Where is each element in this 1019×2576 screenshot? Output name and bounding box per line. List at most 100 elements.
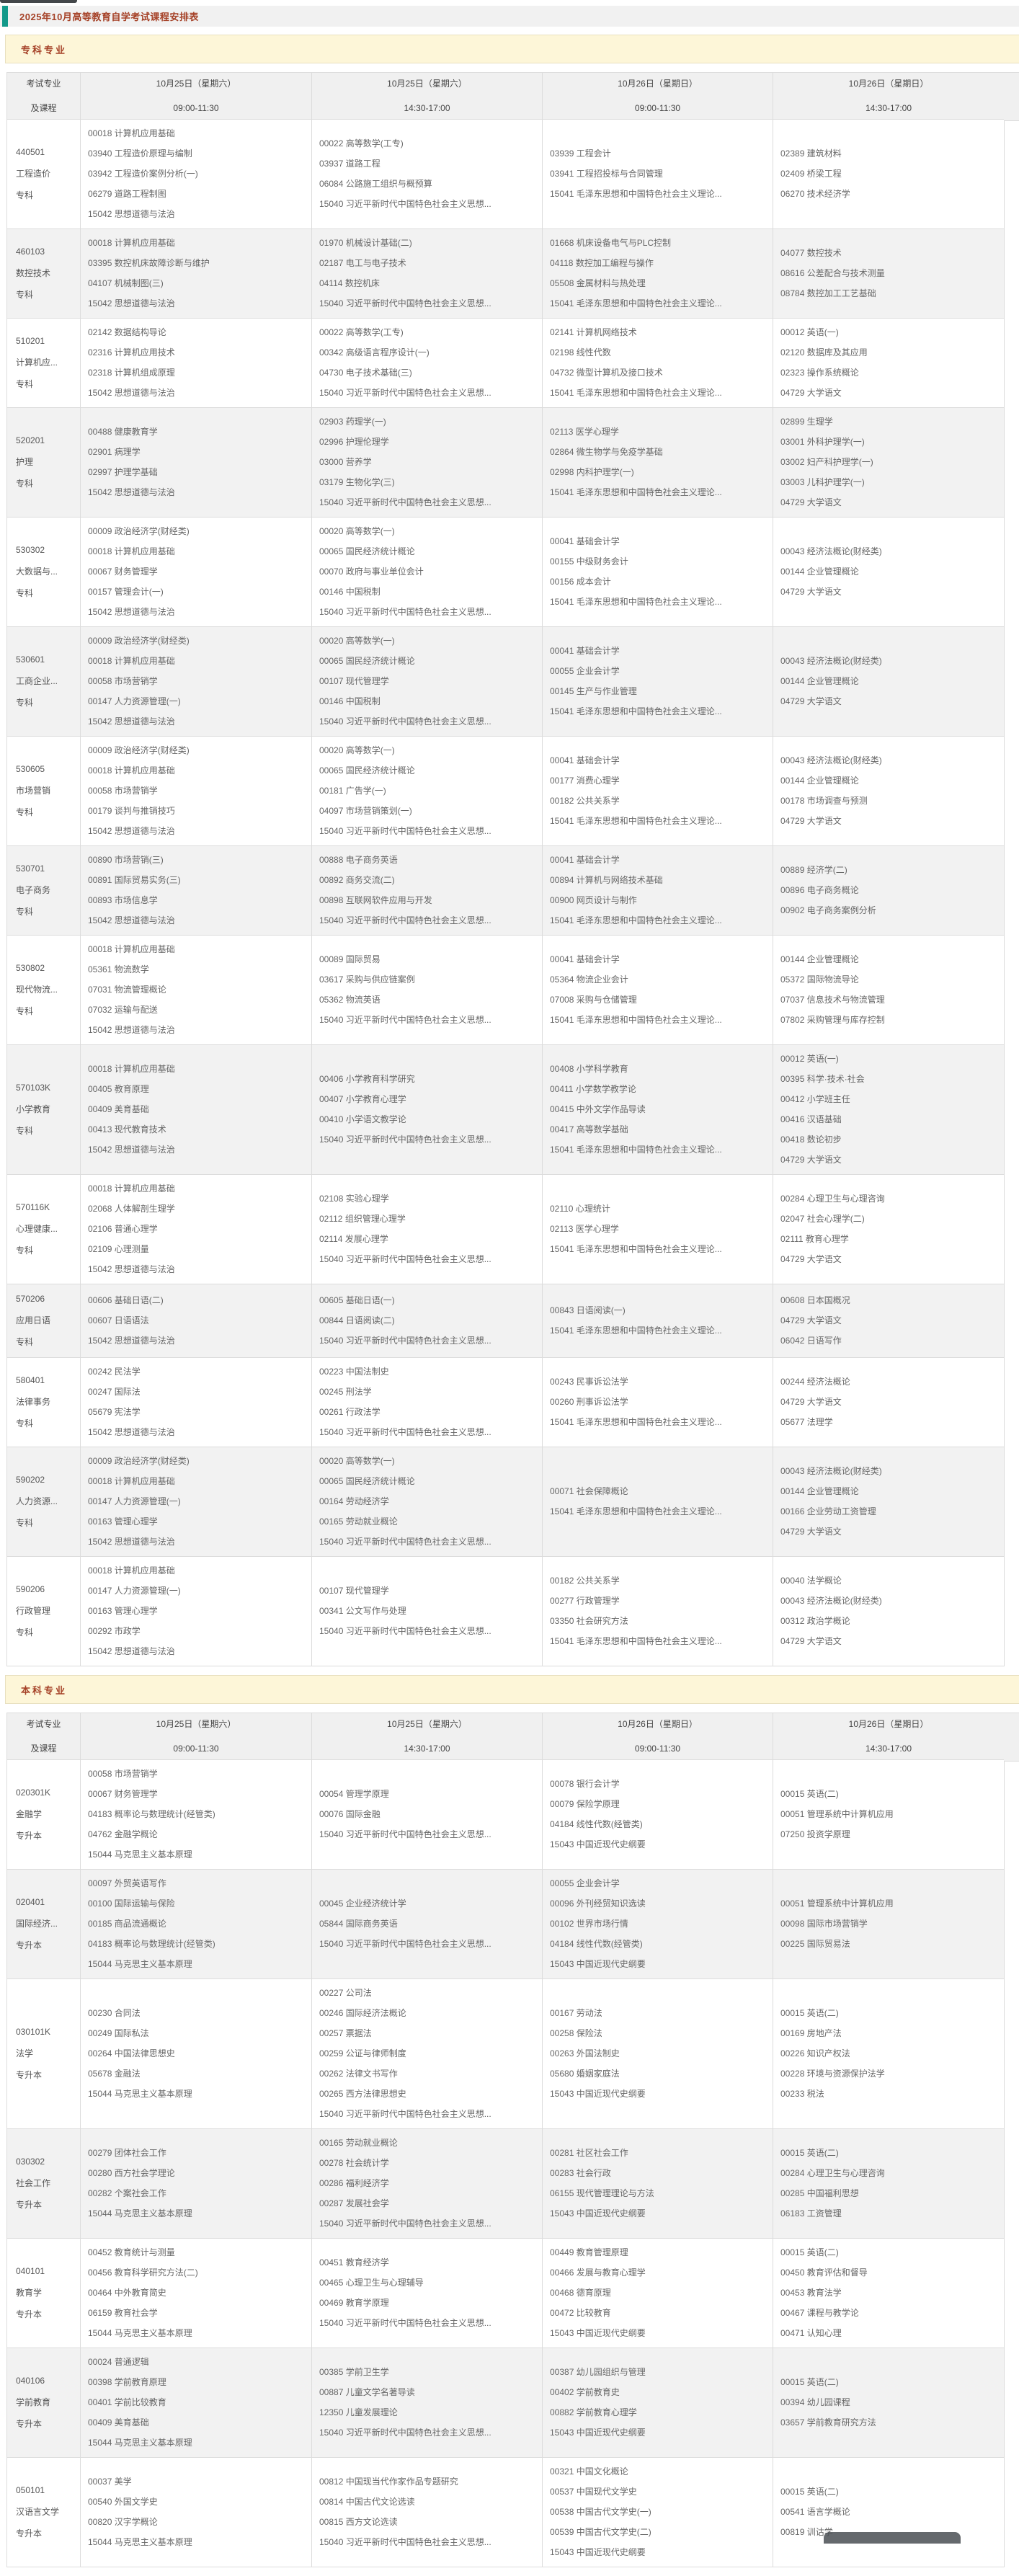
session-cell: 02389 建筑材料 02409 桥梁工程 06270 技术经济学 xyxy=(773,119,1005,229)
course-item: 15042 思想道德与法治 xyxy=(88,1025,175,1035)
header-extension-strip xyxy=(1004,72,1019,121)
back-to-top-widget[interactable] xyxy=(824,2532,961,2544)
course-item: 04732 微型计算机及接口技术 xyxy=(550,368,663,378)
course-item: 00041 基础会计学 xyxy=(550,755,620,765)
course-item: 04762 金融学概论 xyxy=(88,1829,158,1839)
table-row: 530601 工商企业... 专科 00009 政治经济学(财经类) 00018 计算机… xyxy=(6,626,1005,737)
major-level: 专科 xyxy=(16,698,34,708)
course-item: 00018 计算机应用基础 xyxy=(88,1565,175,1576)
course-item: 00009 政治经济学(财经类) xyxy=(88,526,190,536)
major-level: 专科 xyxy=(16,1126,34,1136)
course-item: 00608 日本国概况 xyxy=(780,1295,850,1305)
major-name: 社会工作 xyxy=(16,2178,51,2188)
course-item: 15041 毛泽东思想和中国特色社会主义理论... xyxy=(550,597,722,607)
major-level: 专科 xyxy=(16,807,34,817)
header-cell-session: 10月25日（星期六） 09:00-11:30 xyxy=(80,1713,312,1760)
course-item: 00261 行政法学 xyxy=(319,1407,381,1417)
header-extension-strip xyxy=(1004,1713,1019,1762)
course-item: 04183 概率论与数理统计(经管类) xyxy=(88,1809,215,1819)
table-row: 530701 电子商务 专科 00890 市场营销(三) 00891 国际贸易实务(三)… xyxy=(6,845,1005,936)
header-gap xyxy=(773,93,1004,99)
course-item: 03001 外科护理学(一) xyxy=(780,437,865,447)
major-code: 590206 xyxy=(16,1584,45,1594)
major-cell: 030101K 法学 专升本 xyxy=(6,1978,81,2129)
header-session-date: 10月26日（星期日） xyxy=(848,1719,929,1729)
table-row: 520201 护理 专科 00488 健康教育学 02901 病理学 02997 护理学基… xyxy=(6,407,1005,518)
session-cell: 00242 民法学 00247 国际法 05679 宪法学 15042 思想道德与法治 xyxy=(80,1357,312,1447)
course-item: 04729 大学语文 xyxy=(780,696,842,706)
session-cell: 00015 英语(二) 00051 管理系统中计算机应用 07250 投资学原理 xyxy=(773,1759,1005,1870)
course-item: 00342 高级语言程序设计(一) xyxy=(319,347,430,357)
major-code: 580401 xyxy=(16,1375,45,1385)
major-code: 020301K xyxy=(16,1787,51,1798)
course-item: 03937 道路工程 xyxy=(319,159,381,169)
course-item: 00888 电子商务英语 xyxy=(319,855,398,865)
table-row: 030302 社会工作 专升本 00279 团体社会工作 00280 西方社会学理论 00… xyxy=(6,2128,1005,2239)
major-cell: 530302 大数据与... 专科 xyxy=(6,517,81,627)
course-item: 00456 教育科学研究方法(二) xyxy=(88,2268,198,2278)
session-cell: 00018 计算机应用基础 02068 人体解剖生理学 02106 普通心理学 021… xyxy=(80,1174,312,1284)
table-row: 020401 国际经济... 专升本 00097 外贸英语写作 00100 国际运输与保… xyxy=(6,1869,1005,1979)
course-item: 00041 基础会计学 xyxy=(550,536,620,546)
course-item: 00464 中外教育简史 xyxy=(88,2288,166,2298)
course-item: 00225 国际贸易法 xyxy=(780,1939,850,1949)
major-code: 030302 xyxy=(16,2157,45,2167)
session-cell: 00045 企业经济统计学 05844 国际商务英语 15040 习近平新时代中国特… xyxy=(311,1869,543,1979)
table-row: 030101K 法学 专升本 00230 合同法 00249 国际私法 00264 中国法… xyxy=(6,1978,1005,2129)
course-item: 06042 日语写作 xyxy=(780,1336,842,1346)
header-session-date: 10月26日（星期日） xyxy=(848,79,929,89)
major-code: 530302 xyxy=(16,545,45,555)
course-item: 03002 妇产科护理学(一) xyxy=(780,457,873,467)
course-item: 15041 毛泽东思想和中国特色社会主义理论... xyxy=(550,1506,722,1516)
session-cell: 00037 美学 00540 外国文学史 00820 汉字学概论 15044 马克思主… xyxy=(80,2457,312,2567)
course-item: 15043 中国近现代史纲要 xyxy=(550,1839,646,1849)
session-cell: 00018 计算机应用基础 05361 物流数学 07031 物流管理概论 07032… xyxy=(80,935,312,1045)
course-item: 00406 小学教育科学研究 xyxy=(319,1074,415,1084)
table-row: 040101 教育学 专升本 00452 教育统计与测量 00456 教育科学研究方法(… xyxy=(6,2238,1005,2348)
course-item: 15040 习近平新时代中国特色社会主义思想... xyxy=(319,388,491,398)
major-code: 530701 xyxy=(16,863,45,874)
header-major-line1: 考试专业 xyxy=(26,79,61,89)
major-cell: 050101 汉语言文学 专升本 xyxy=(6,2457,81,2567)
course-item: 00155 中级财务会计 xyxy=(550,556,628,567)
course-item: 00468 德育原理 xyxy=(550,2288,611,2298)
course-item: 00900 网页设计与制作 xyxy=(550,895,637,905)
course-item: 00896 电子商务概论 xyxy=(780,885,859,895)
course-item: 00041 基础会计学 xyxy=(550,855,620,865)
session-cell: 00230 合同法 00249 国际私法 00264 中国法律思想史 05678 金融… xyxy=(80,1978,312,2129)
course-item: 00018 计算机应用基础 xyxy=(88,1064,175,1074)
course-item: 04729 大学语文 xyxy=(780,1254,842,1264)
course-item: 00247 国际法 xyxy=(88,1387,141,1397)
header-cell-major: 考试专业 及课程 xyxy=(6,1713,81,1760)
course-item: 00009 政治经济学(财经类) xyxy=(88,1456,190,1466)
session-cell: 00012 英语(一) 02120 数据库及其应用 02323 操作系统概论 0472… xyxy=(773,318,1005,408)
course-item: 00264 中国法律思想史 xyxy=(88,2048,175,2058)
major-cell: 590206 行政管理 专科 xyxy=(6,1556,81,1666)
header-cell-session: 10月26日（星期日） 14:30-17:00 xyxy=(773,1713,1005,1760)
major-level: 专科 xyxy=(16,379,34,389)
session-cell: 02899 生理学 03001 外科护理学(一) 03002 妇产科护理学(一) 03… xyxy=(773,407,1005,518)
course-item: 15042 思想道德与法治 xyxy=(88,716,175,727)
major-code: 530605 xyxy=(16,764,45,774)
course-item: 00472 比较教育 xyxy=(550,2308,611,2318)
course-item: 02316 计算机应用技术 xyxy=(88,347,175,357)
course-item: 00820 汉字学概论 xyxy=(88,2517,158,2527)
course-item: 00395 科学·技术·社会 xyxy=(780,1074,865,1084)
course-item: 06270 技术经济学 xyxy=(780,189,850,199)
course-item: 07008 采购与仓储管理 xyxy=(550,995,637,1005)
course-item: 12350 儿童发展理论 xyxy=(319,2407,398,2417)
course-item: 00387 幼儿园组织与管理 xyxy=(550,2367,646,2377)
course-item: 01970 机械设计基础(二) xyxy=(319,238,412,248)
course-item: 00902 电子商务案例分析 xyxy=(780,905,876,915)
course-item: 00012 英语(一) xyxy=(780,327,839,337)
session-cell: 00843 日语阅读(一) 15041 毛泽东思想和中国特色社会主义理论... xyxy=(542,1284,773,1358)
table-row: 580401 法律事务 专科 00242 民法学 00247 国际法 05679 宪法学 1… xyxy=(6,1357,1005,1447)
course-item: 00065 国民经济统计概论 xyxy=(319,656,415,666)
course-item: 04184 线性代数(经管类) xyxy=(550,1819,643,1829)
course-item: 15040 习近平新时代中国特色社会主义思想... xyxy=(319,1939,491,1949)
course-item: 00071 社会保障概论 xyxy=(550,1486,628,1496)
course-item: 02113 医学心理学 xyxy=(550,427,619,437)
course-item: 15044 马克思主义基本原理 xyxy=(88,2208,192,2219)
course-item: 00280 西方社会学理论 xyxy=(88,2168,175,2178)
course-item: 00249 国际私法 xyxy=(88,2028,149,2038)
